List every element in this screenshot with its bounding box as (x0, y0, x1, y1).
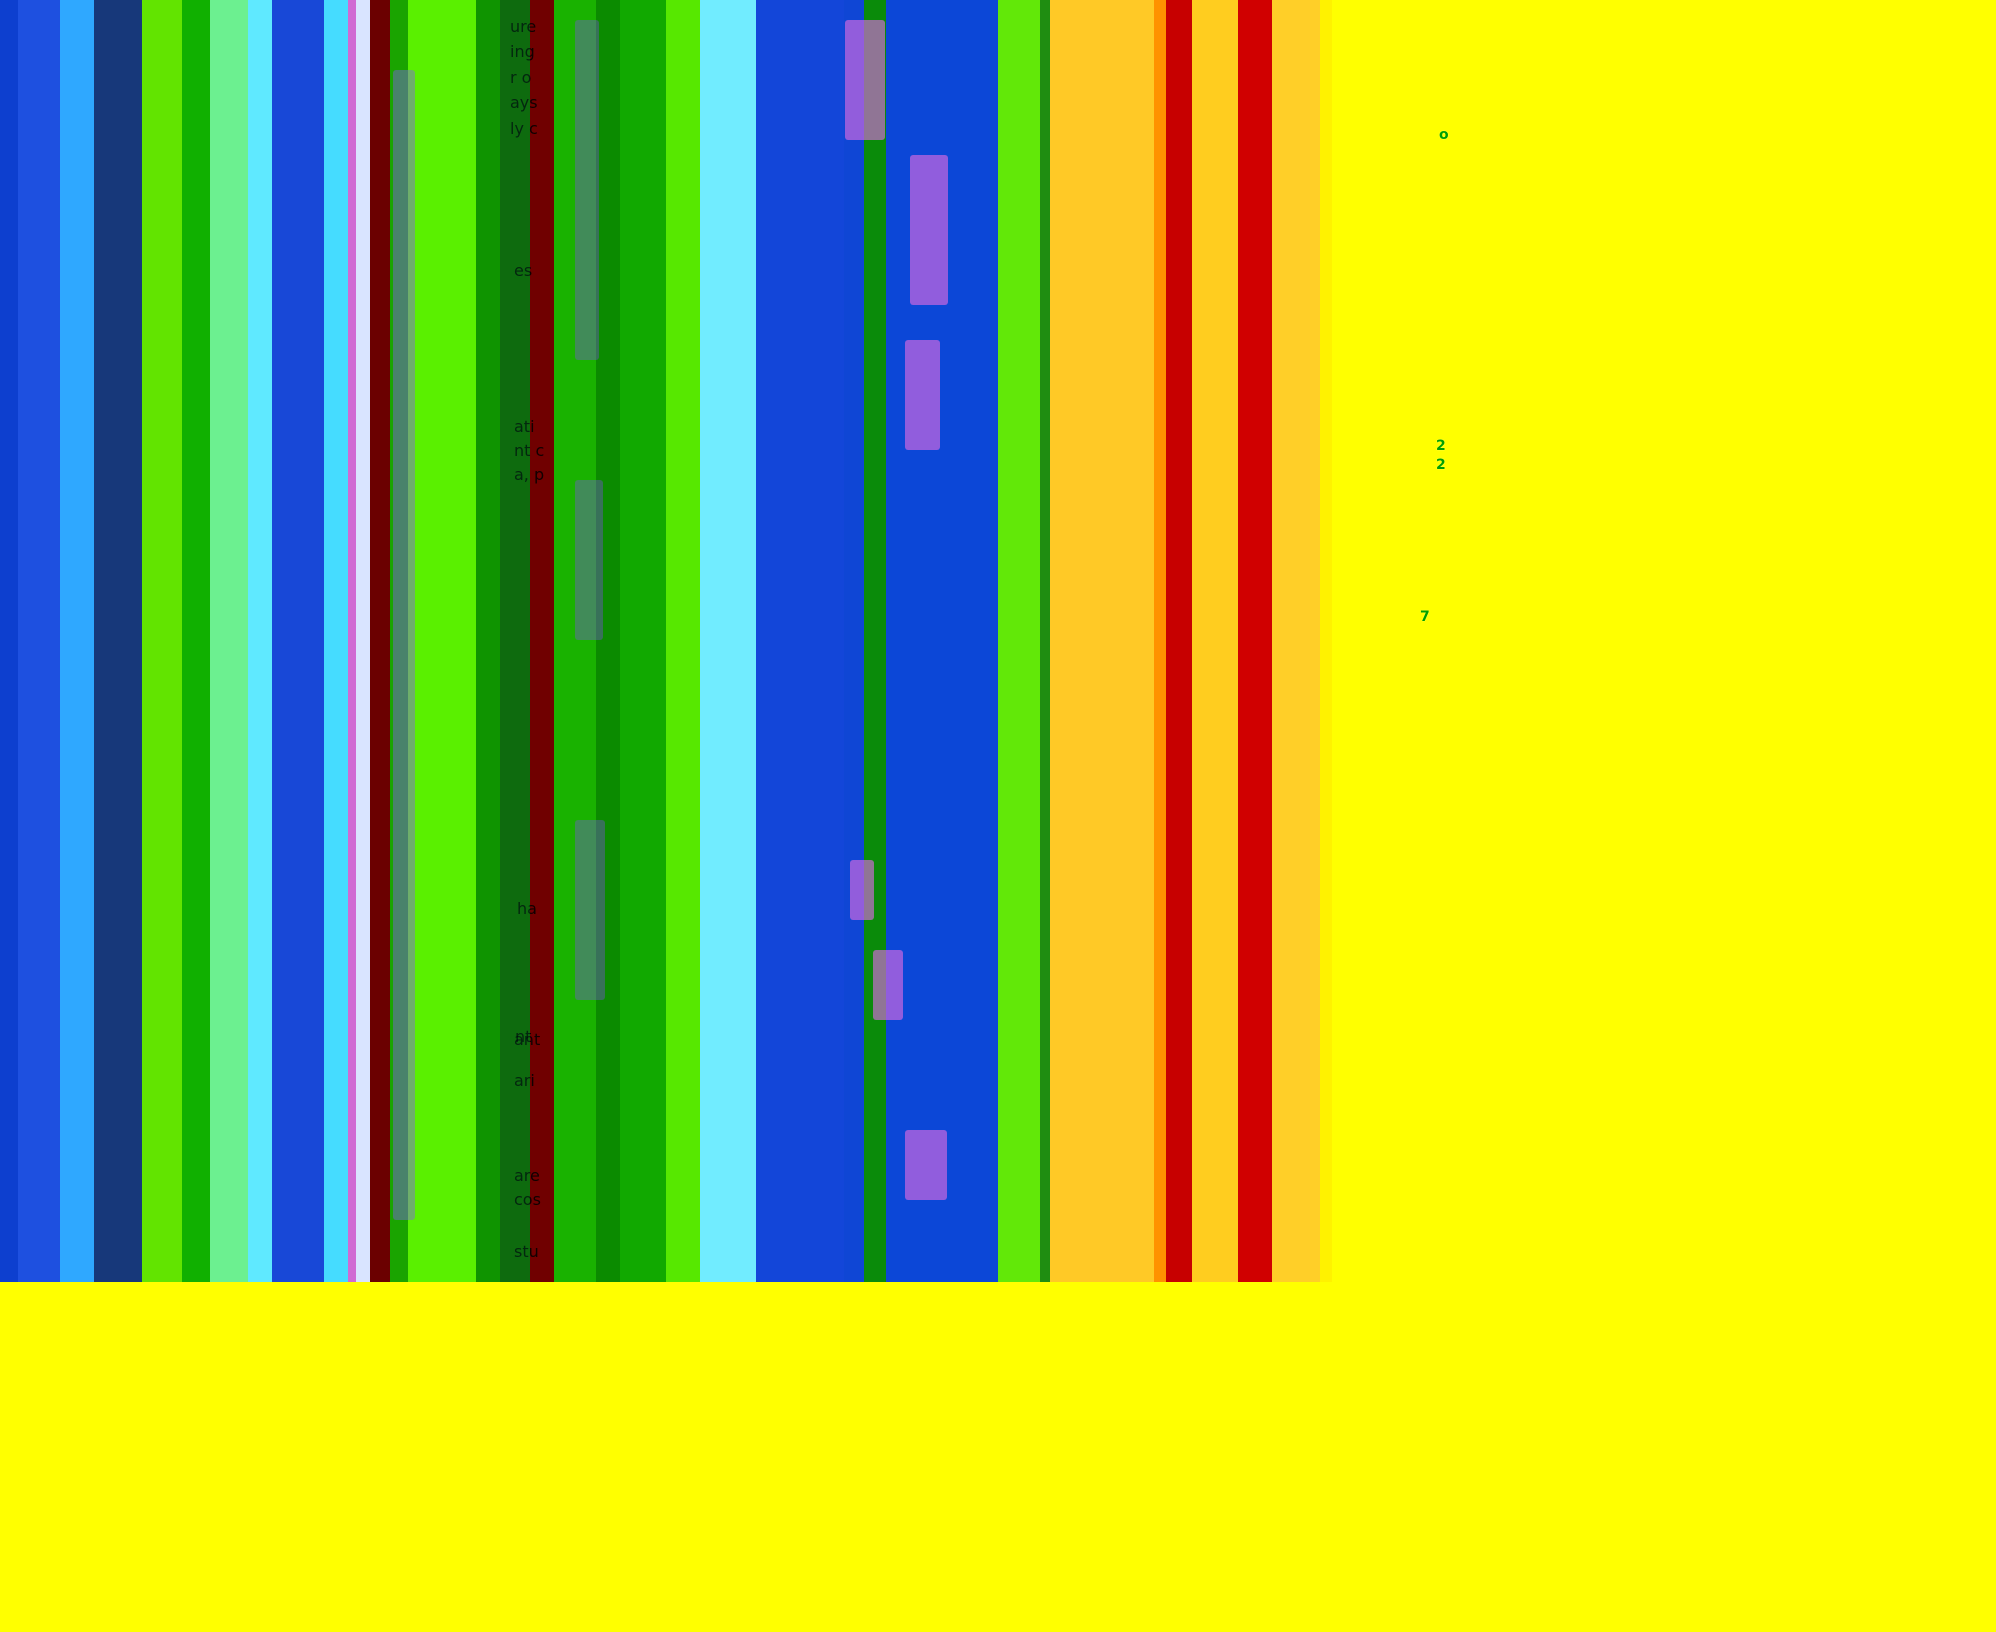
violet-glitch-overlay-1 (393, 70, 415, 1220)
glitch-canvas: ure ing r o ays ly c es ati nt c a, p nt… (0, 0, 1449, 1282)
ghost-word-9: a, p (514, 465, 545, 484)
side-glyph-1: 2 (1436, 438, 1446, 454)
pink-glitch-overlay-1 (845, 20, 885, 140)
side-glyph-3: 7 (1420, 609, 1430, 625)
band-cyan-2 (324, 0, 348, 1282)
band-gold-3 (1272, 0, 1320, 1282)
band-pink (348, 0, 356, 1282)
pink-glitch-overlay-6 (905, 1130, 947, 1200)
ghost-word-4: ays (510, 93, 538, 112)
ghost-word-15: cos (514, 1190, 541, 1209)
band-gold (1050, 0, 1154, 1282)
band-lavender (356, 0, 370, 1282)
band-lime-4 (998, 0, 1040, 1282)
band-green-dark (500, 0, 530, 1282)
band-deep-blue (0, 0, 18, 1282)
band-blue (18, 0, 60, 1282)
pink-glitch-overlay-5 (873, 950, 903, 1020)
ghost-word-6: es (514, 261, 533, 280)
pink-glitch-overlay-3 (905, 340, 940, 450)
band-cyan-blue (60, 0, 94, 1282)
band-maroon-2 (530, 0, 554, 1282)
band-green-3 (476, 0, 500, 1282)
band-yellow-2 (1332, 0, 1432, 1282)
band-mint (210, 0, 248, 1282)
band-maroon (370, 0, 390, 1282)
side-glyph-4: o (1439, 127, 1449, 143)
violet-glitch-overlay-3 (575, 480, 603, 640)
band-red (1166, 0, 1192, 1282)
band-green (182, 0, 210, 1282)
band-green-2 (390, 0, 408, 1282)
side-glyph-2: 2 (1436, 457, 1446, 473)
ghost-word-16: stu (514, 1242, 539, 1261)
ghost-word-13: ari (514, 1071, 535, 1090)
band-lime-2 (408, 0, 476, 1282)
band-yellow (1320, 0, 1332, 1282)
ghost-word-11: ha (517, 899, 537, 918)
ghost-word-7: ati (514, 417, 535, 436)
band-red-2 (1238, 0, 1272, 1282)
ghost-word-3: r o (510, 68, 532, 87)
ghost-word-14: are (514, 1166, 540, 1185)
band-blue-2 (272, 0, 324, 1282)
band-green-4 (554, 0, 596, 1282)
ghost-word-12: ant (514, 1030, 541, 1049)
band-blue-4 (844, 0, 864, 1282)
ghost-word-5: ly c (510, 119, 538, 138)
band-lime (142, 0, 182, 1282)
band-green-5 (596, 0, 620, 1282)
violet-glitch-overlay-4 (575, 820, 605, 1000)
band-cyan (248, 0, 272, 1282)
band-gold-2 (1192, 0, 1238, 1282)
ghost-word-10: nt (515, 1027, 532, 1046)
band-blue-3 (756, 0, 844, 1282)
ghost-word-2: ing (510, 42, 535, 61)
band-green-6 (620, 0, 666, 1282)
pink-glitch-overlay-4 (850, 860, 874, 920)
pink-glitch-overlay-2 (910, 155, 948, 305)
band-navy (94, 0, 142, 1282)
ghost-word-1: ure (510, 17, 537, 36)
band-green-8 (1040, 0, 1050, 1282)
violet-glitch-overlay-2 (575, 20, 599, 360)
band-green-7 (864, 0, 886, 1282)
band-orange (1154, 0, 1166, 1282)
ghost-word-8: nt c (514, 441, 545, 460)
band-lime-3 (666, 0, 700, 1282)
band-cyan-3 (700, 0, 756, 1282)
